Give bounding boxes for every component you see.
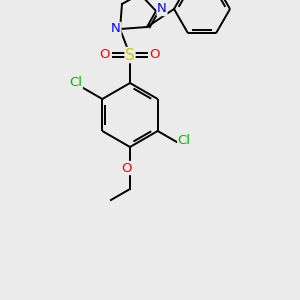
Text: O: O [150, 49, 160, 62]
Text: O: O [121, 161, 131, 175]
Text: Cl: Cl [178, 134, 191, 148]
Text: Cl: Cl [69, 76, 82, 89]
Text: N: N [111, 22, 121, 35]
Text: S: S [125, 47, 135, 62]
Text: N: N [157, 2, 167, 16]
Text: O: O [100, 49, 110, 62]
